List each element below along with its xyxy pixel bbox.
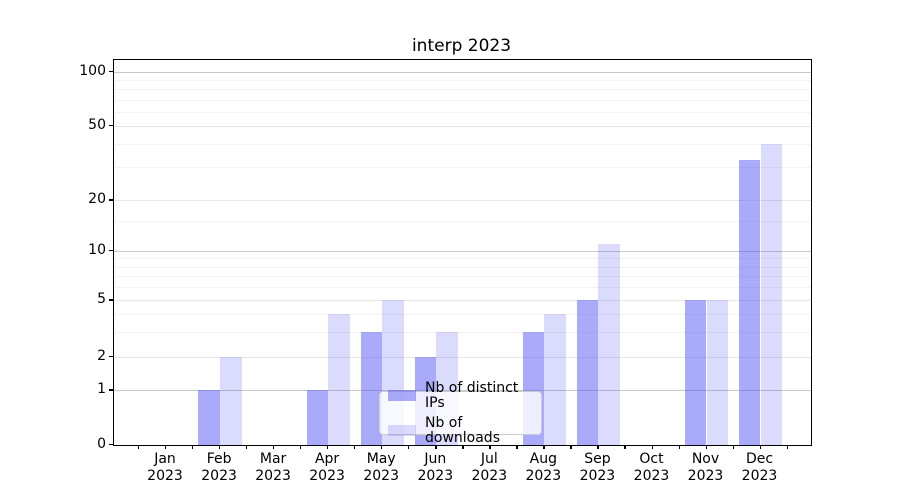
y-tick-mark-10 bbox=[109, 249, 113, 251]
x-tick-label-nov: Nov 2023 bbox=[687, 451, 724, 484]
legend-label-distinct-ips: Nb of distinct IPs bbox=[425, 379, 519, 411]
y-tick-mark-50 bbox=[109, 125, 113, 127]
bar-nov-distinct-ips bbox=[684, 300, 707, 445]
y-tick-label-50: 50 bbox=[88, 117, 106, 133]
x-tick-label-dec: Dec 2023 bbox=[741, 451, 778, 484]
x-tick-mark-jul bbox=[489, 445, 491, 449]
y-tick-label-5: 5 bbox=[97, 291, 106, 308]
gridline-minor-8 bbox=[114, 266, 811, 268]
bar-dec-downloads bbox=[760, 144, 783, 445]
y-tick-label-0: 0 bbox=[97, 435, 106, 452]
bar-apr-downloads bbox=[328, 314, 350, 445]
bar-feb-downloads bbox=[220, 357, 242, 445]
y-tick-mark-1 bbox=[109, 389, 113, 391]
x-tick-label-aug: Aug 2023 bbox=[525, 451, 562, 484]
x-tick-mark-dec bbox=[759, 445, 761, 449]
y-tick-label-20: 20 bbox=[88, 191, 106, 208]
x-tick-label-jul: Jul 2023 bbox=[471, 451, 508, 484]
gridline-5 bbox=[114, 300, 811, 302]
gridline-10 bbox=[114, 250, 811, 252]
x-tick-mark-may bbox=[381, 445, 383, 449]
chart-title: interp 2023 bbox=[411, 36, 512, 56]
gridline-minor-6 bbox=[114, 287, 811, 289]
x-tick-mark-mar bbox=[273, 445, 275, 449]
plot-area: Nb of distinct IPs Nb of downloads bbox=[113, 59, 812, 446]
x-tick-minor bbox=[138, 445, 140, 449]
x-tick-mark-oct bbox=[651, 445, 653, 449]
x-tick-minor bbox=[300, 445, 302, 449]
x-tick-label-apr: Apr 2023 bbox=[309, 451, 345, 484]
x-tick-mark-jun bbox=[435, 445, 437, 449]
x-tick-label-oct: Oct 2023 bbox=[633, 451, 670, 484]
bar-dec-distinct-ips bbox=[738, 159, 761, 445]
x-tick-minor bbox=[516, 445, 518, 449]
x-tick-minor bbox=[732, 445, 734, 449]
x-tick-mark-sep bbox=[597, 445, 599, 449]
x-tick-minor bbox=[192, 445, 194, 449]
legend-swatch-downloads bbox=[388, 425, 416, 436]
gridline-minor-30 bbox=[114, 167, 811, 169]
x-tick-mark-nov bbox=[705, 445, 707, 449]
gridline-minor-7 bbox=[114, 276, 811, 278]
x-tick-minor bbox=[246, 445, 248, 449]
gridline-minor-80 bbox=[114, 89, 811, 91]
x-tick-minor bbox=[624, 445, 626, 449]
gridline-minor-90 bbox=[114, 80, 811, 82]
legend-row-distinct-ips: Nb of distinct IPs bbox=[380, 379, 541, 411]
gridline-minor-4 bbox=[114, 314, 811, 316]
legend: Nb of distinct IPs Nb of downloads bbox=[379, 380, 542, 445]
y-tick-mark-0 bbox=[109, 443, 113, 445]
y-tick-mark-20 bbox=[109, 199, 113, 201]
x-tick-minor bbox=[678, 445, 680, 449]
x-tick-label-jun: Jun 2023 bbox=[417, 451, 454, 484]
gridline-2 bbox=[114, 357, 811, 358]
gridline-100 bbox=[114, 72, 811, 73]
gridline-minor-60 bbox=[114, 111, 811, 113]
y-tick-label-100: 100 bbox=[79, 63, 106, 79]
bar-apr-distinct-ips bbox=[306, 390, 329, 445]
y-tick-mark-5 bbox=[109, 299, 113, 301]
gridline-minor-15 bbox=[114, 221, 811, 223]
x-tick-minor bbox=[462, 445, 464, 449]
x-tick-mark-jan bbox=[165, 445, 167, 449]
bar-sep-distinct-ips bbox=[576, 300, 599, 445]
x-tick-label-feb: Feb 2023 bbox=[201, 451, 237, 484]
gridline-minor-70 bbox=[114, 99, 811, 101]
legend-swatch-distinct-ips bbox=[388, 390, 416, 401]
legend-label-downloads: Nb of downloads bbox=[425, 414, 500, 446]
bar-nov-downloads bbox=[706, 300, 729, 445]
bar-aug-downloads bbox=[544, 314, 566, 445]
y-tick-label-1: 1 bbox=[97, 381, 106, 398]
gridline-1 bbox=[114, 390, 811, 392]
x-tick-label-mar: Mar 2023 bbox=[255, 451, 291, 484]
gridline-minor-9 bbox=[114, 258, 811, 260]
x-tick-label-jan: Jan 2023 bbox=[147, 451, 183, 484]
gridline-20 bbox=[114, 200, 811, 202]
x-tick-minor bbox=[354, 445, 356, 449]
x-tick-mark-feb bbox=[219, 445, 221, 449]
y-tick-mark-100 bbox=[109, 71, 113, 73]
x-tick-minor bbox=[786, 445, 788, 449]
bar-may-distinct-ips bbox=[360, 331, 383, 445]
x-tick-label-sep: Sep 2023 bbox=[579, 451, 616, 484]
x-tick-minor bbox=[408, 445, 410, 449]
bar-sep-downloads bbox=[598, 243, 620, 445]
bar-feb-distinct-ips bbox=[198, 390, 220, 445]
gridline-50 bbox=[114, 126, 811, 127]
x-tick-label-may: May 2023 bbox=[363, 451, 399, 484]
legend-row-downloads: Nb of downloads bbox=[380, 414, 541, 446]
gridline-minor-40 bbox=[114, 144, 811, 146]
gridline-minor-3 bbox=[114, 331, 811, 333]
x-tick-minor bbox=[570, 445, 572, 449]
y-tick-mark-2 bbox=[109, 356, 113, 358]
y-tick-label-2: 2 bbox=[97, 348, 106, 364]
y-tick-label-10: 10 bbox=[88, 241, 106, 258]
x-tick-mark-apr bbox=[327, 445, 329, 449]
x-tick-mark-aug bbox=[543, 445, 545, 449]
